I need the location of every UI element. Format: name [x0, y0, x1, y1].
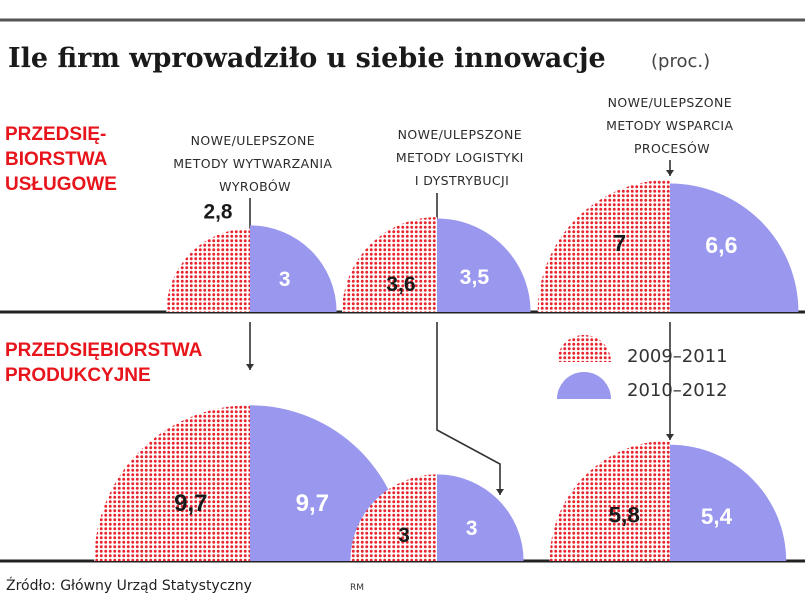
chart-marks: 2,8 3 3,6 3,5 7 6,6 9,7 9,7 3 3 5,8 5,4: [94, 160, 799, 561]
leader-line: [436, 322, 501, 495]
value-label-production-manufacturing-2009-2011: 9,7: [174, 490, 207, 517]
legend-label-2009-2011: 2009–2011: [627, 346, 728, 367]
value-label-services-support-2009-2011: 7: [613, 230, 626, 256]
value-label-services-manufacturing-2010-2012: 3: [279, 268, 291, 291]
quarter-services-manufacturing-2010-2012: [250, 225, 337, 312]
quarter-production-support-2010-2012: [670, 444, 787, 561]
source-note: Źródło: Główny Urząd Statystyczny: [6, 576, 252, 594]
category-label-support: NOWE/ULEPSZONE METODY WSPARCIA PROCESÓW: [606, 95, 738, 156]
value-label-production-manufacturing-2010-2012: 9,7: [296, 490, 329, 517]
value-label-services-logistics-2010-2012: 3,5: [460, 266, 490, 289]
quarter-production-support-2009-2011: [549, 440, 670, 561]
leader-arrow: [666, 170, 674, 176]
credit-initials: RM: [350, 583, 364, 593]
sector-label-services: PRZEDSIĘ- BIORSTWA USŁUGOWE: [5, 124, 117, 195]
sector-label-production: PRZEDSIĘBIORSTWA PRODUKCYJNE: [5, 340, 207, 386]
quarter-services-logistics-2009-2011: [342, 217, 437, 312]
quarter-services-support-2010-2012: [670, 183, 799, 312]
legend: 2009–2011 2010–2012: [557, 335, 728, 401]
legend-swatch-2010-2012: [557, 372, 611, 399]
quarter-services-manufacturing-2009-2011: [166, 228, 250, 312]
value-label-production-support-2010-2012: 5,4: [701, 504, 733, 529]
value-label-production-support-2009-2011: 5,8: [609, 502, 640, 527]
value-label-production-logistics-2009-2011: 3: [398, 524, 410, 547]
value-label-services-logistics-2009-2011: 3,6: [386, 273, 416, 296]
chart-unit: (proc.): [651, 51, 710, 72]
leader-arrow: [666, 434, 674, 440]
chart-title: Ile firm wprowadziło u siebie innowacje: [8, 43, 606, 74]
legend-label-2010-2012: 2010–2012: [627, 380, 728, 401]
value-label-production-logistics-2010-2012: 3: [466, 517, 478, 540]
legend-swatch-2009-2011: [557, 335, 611, 362]
leader-arrow: [496, 489, 504, 495]
category-label-manufacturing: NOWE/ULEPSZONE METODY WYTWARZANIA WYROBÓ…: [173, 133, 337, 194]
category-label-logistics: NOWE/ULEPSZONE METODY LOGISTYKI I DYSTRY…: [396, 127, 528, 188]
value-label-services-support-2010-2012: 6,6: [705, 232, 737, 258]
quarter-production-logistics-2010-2012: [437, 474, 524, 561]
leader-arrow: [246, 364, 254, 370]
quarter-production-logistics-2009-2011: [350, 474, 437, 561]
quarter-production-manufacturing-2009-2011: [94, 405, 251, 561]
quarter-services-support-2009-2011: [537, 179, 670, 312]
quarter-services-logistics-2010-2012: [437, 218, 531, 312]
value-label-services-manufacturing-2009-2011: 2,8: [204, 200, 233, 223]
